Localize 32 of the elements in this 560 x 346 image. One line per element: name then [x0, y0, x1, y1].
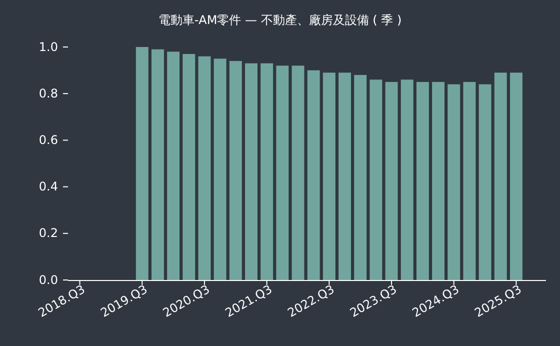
y-tick-label: 0.4 — [38, 180, 58, 194]
bar — [260, 63, 274, 280]
bar — [338, 72, 351, 280]
bar — [416, 82, 429, 280]
bar — [167, 52, 180, 280]
bar — [463, 82, 476, 280]
bar — [400, 80, 414, 280]
y-tick-label: 1.0 — [38, 40, 58, 54]
bar — [385, 82, 398, 280]
bar — [292, 66, 304, 280]
bar — [214, 58, 226, 280]
bar — [448, 84, 460, 280]
bar — [182, 54, 196, 280]
bar — [510, 72, 522, 280]
chart-title: 電動車-AM零件 — 不動產、廠房及設備 ( 季 ) — [158, 13, 402, 27]
bar — [370, 80, 382, 280]
bar — [478, 84, 492, 280]
bar — [322, 72, 336, 280]
bar — [151, 49, 164, 280]
y-tick-label: 0.6 — [38, 133, 58, 148]
y-tick-label: 0.0 — [38, 272, 58, 287]
bar — [136, 47, 148, 280]
bar — [354, 74, 367, 280]
bar — [432, 82, 445, 280]
y-tick-label: 0.8 — [38, 86, 58, 100]
bar — [245, 63, 258, 280]
bar — [276, 66, 289, 280]
bar — [307, 70, 320, 280]
y-tick-label: 0.2 — [38, 226, 58, 240]
bar — [494, 72, 507, 280]
bar — [229, 60, 242, 280]
bar — [198, 56, 211, 280]
